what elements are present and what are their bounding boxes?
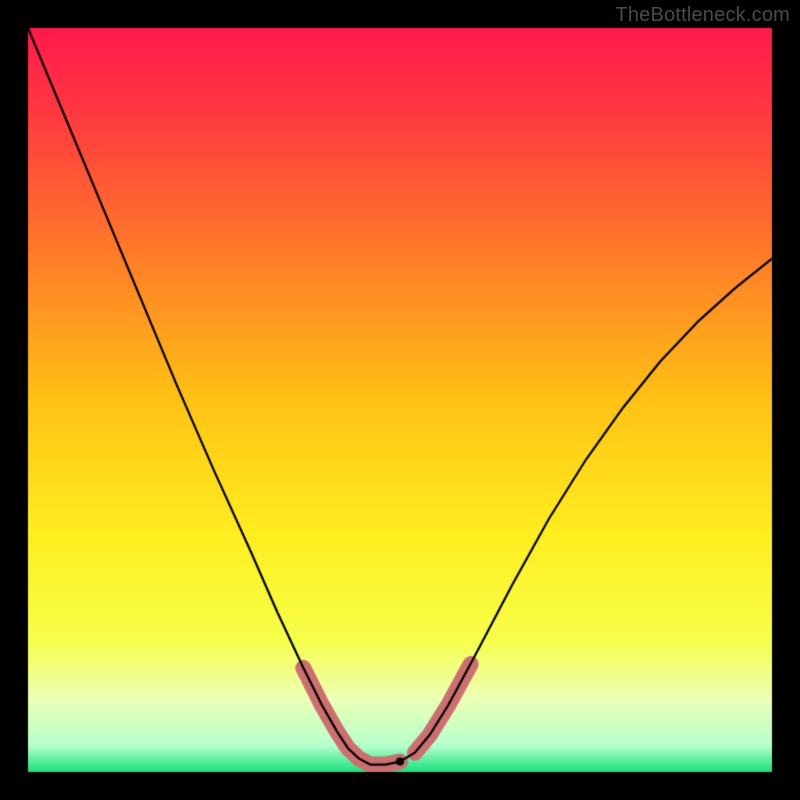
chart-stage: TheBottleneck.com xyxy=(0,0,800,800)
chart-canvas xyxy=(0,0,800,800)
watermark-text: TheBottleneck.com xyxy=(615,4,790,27)
